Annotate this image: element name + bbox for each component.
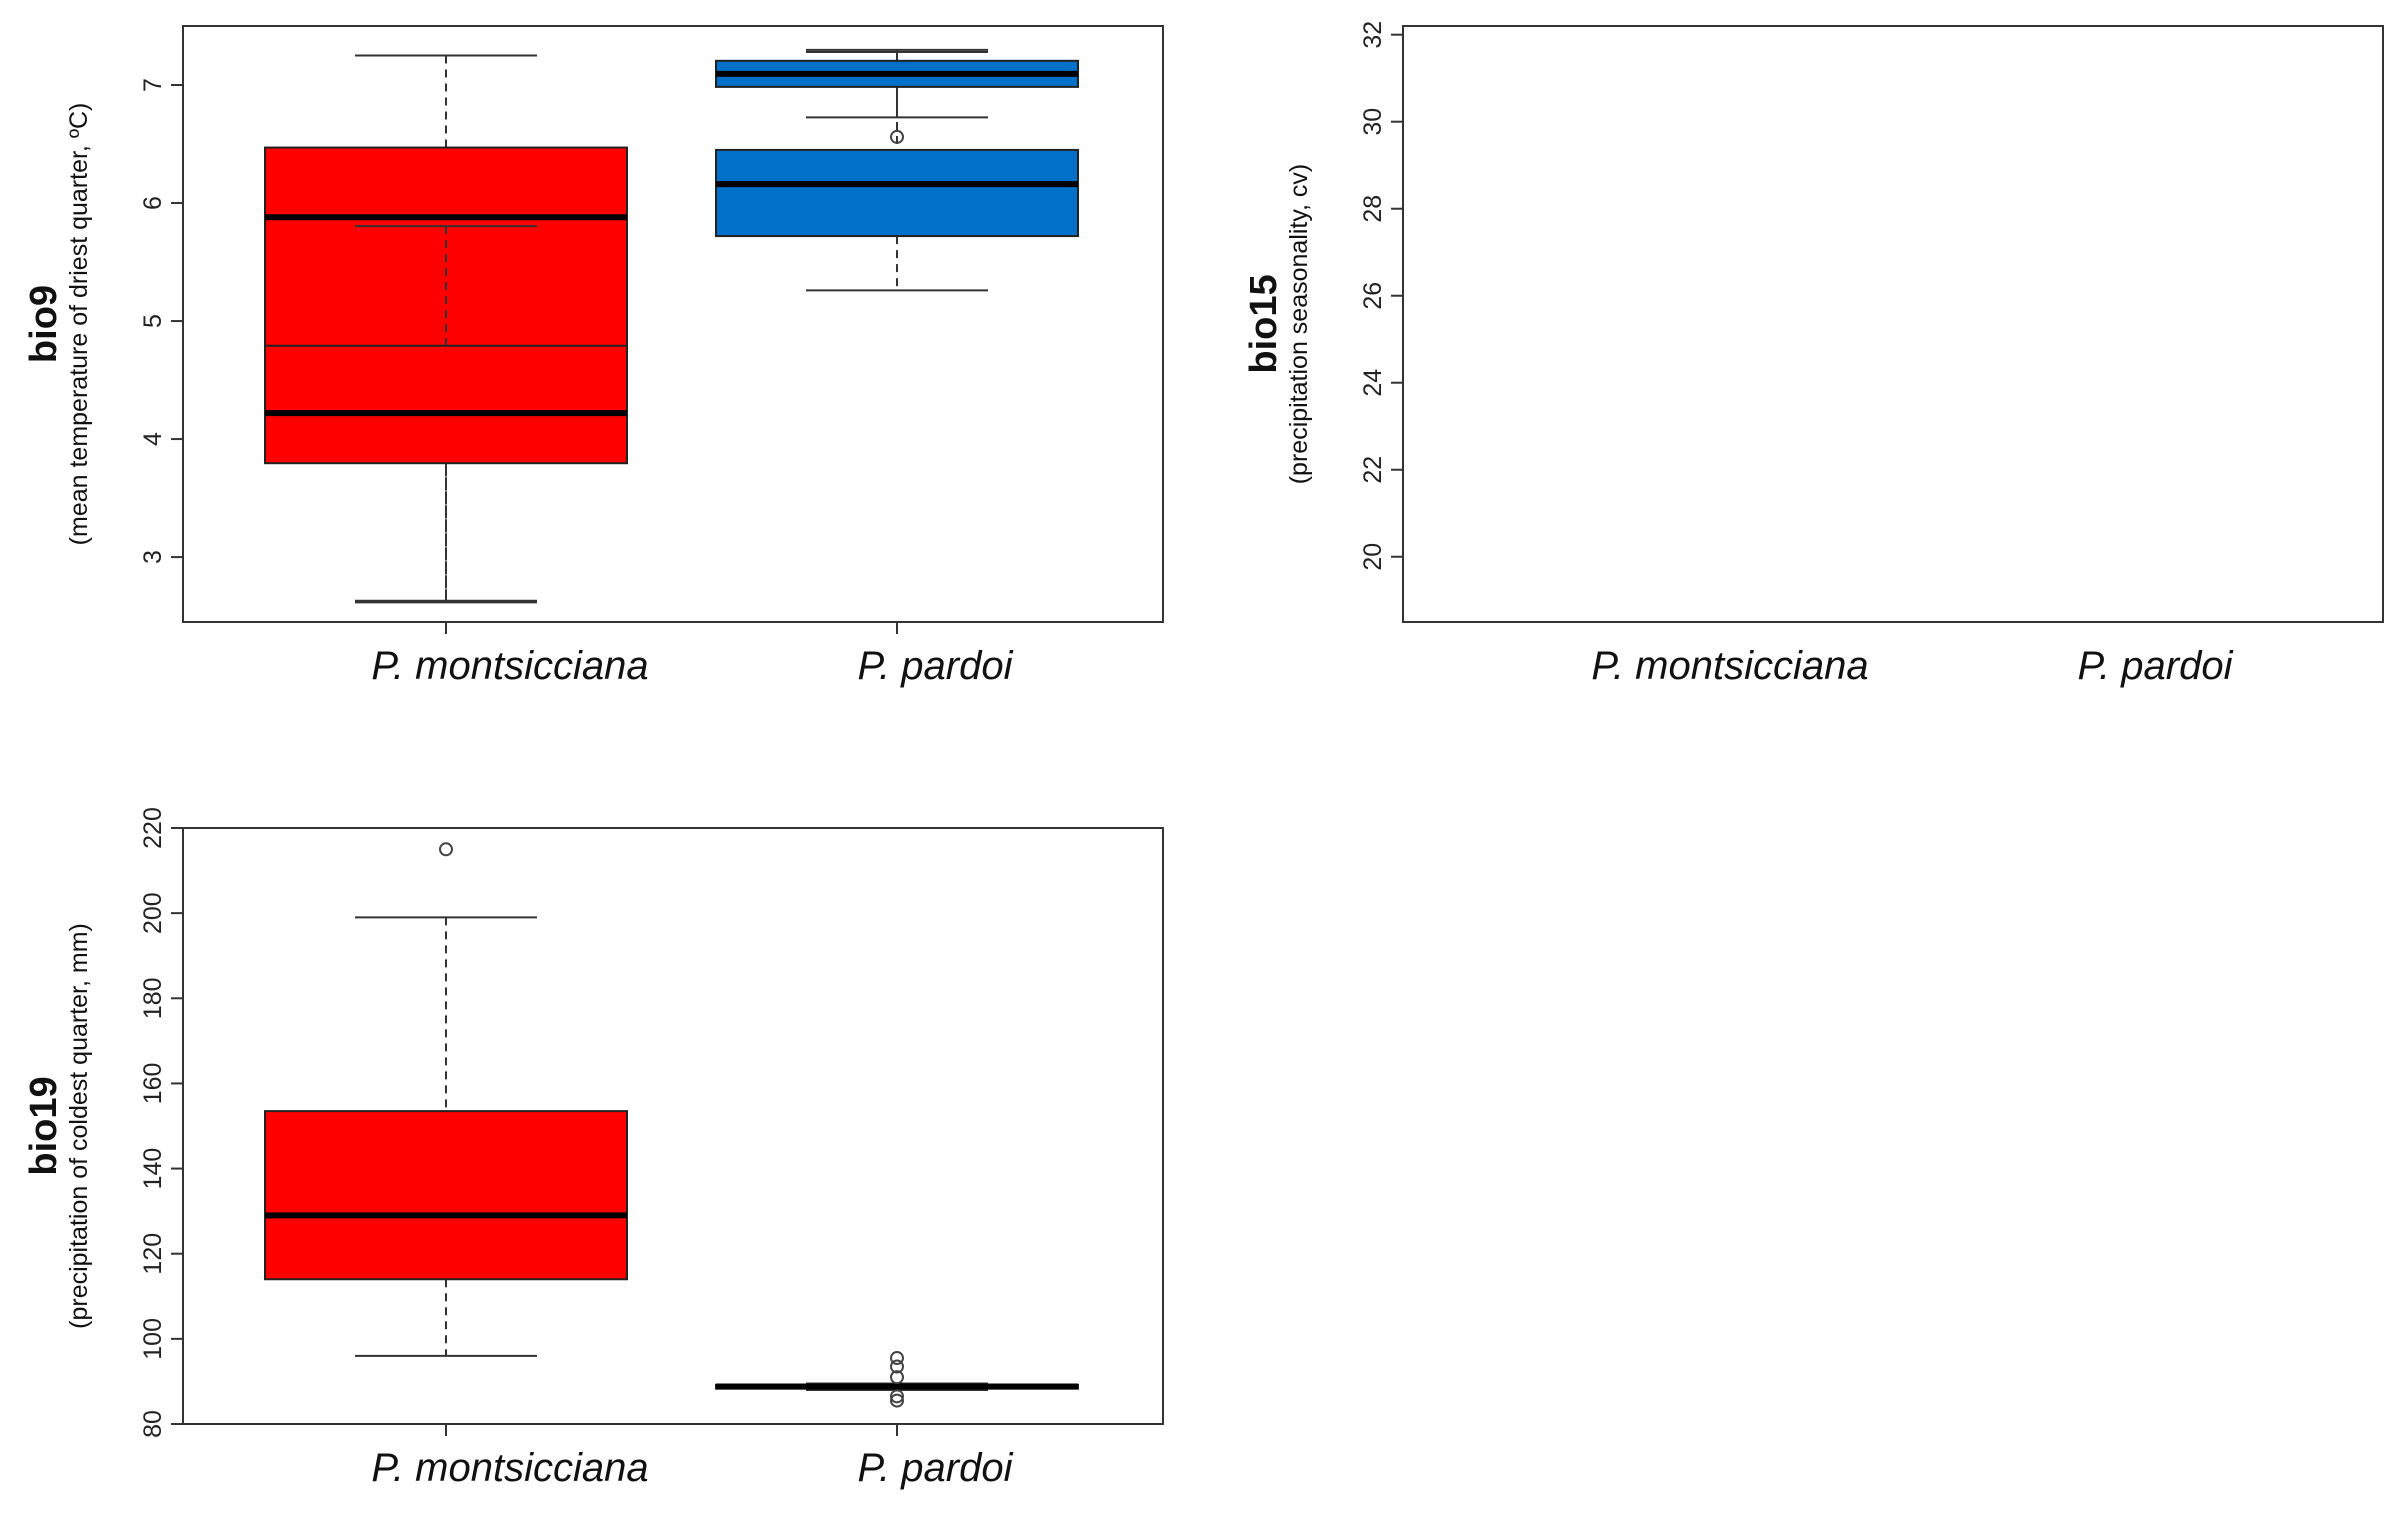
y-tick-label: 7 — [139, 78, 167, 92]
y-axis-subtitle: (precipitation of coldest quarter, mm) — [65, 923, 93, 1329]
y-tick-label: 26 — [1359, 282, 1387, 310]
y-axis-subtitle: (mean temperature of driest quarter, ºC) — [65, 103, 93, 546]
y-tick-label: 24 — [1359, 369, 1387, 397]
box-montsicciana — [264, 842, 628, 1357]
outlier-point — [890, 129, 904, 144]
y-tick-label: 20 — [1359, 543, 1387, 571]
y-tick-label: 30 — [1359, 108, 1387, 136]
plot-frame — [182, 25, 1164, 623]
box-iqr — [264, 1110, 628, 1281]
y-tick-label: 160 — [139, 1063, 167, 1105]
y-tick-label: 200 — [139, 892, 167, 934]
boxplot-panel-bio19: 80 100 120 140 160 180 200 220 P. montsicciana P.… — [23, 807, 1164, 1490]
y-tick-label: 3 — [139, 550, 167, 564]
category-label: P. montsicciana — [1591, 644, 1868, 688]
y-tick-label: 4 — [139, 432, 167, 446]
y-tick-label: 120 — [139, 1233, 167, 1275]
outlier-point — [890, 1389, 904, 1404]
y-tick-label: 5 — [139, 314, 167, 328]
y-axis-title: bio19 — [23, 1076, 65, 1175]
outlier-point — [890, 1359, 904, 1374]
plot-frame — [1402, 25, 2384, 623]
y-axis-title: bio9 — [23, 285, 65, 363]
y-tick-label: 140 — [139, 1148, 167, 1190]
y-tick-label: 100 — [139, 1318, 167, 1360]
category-label: P. montsicciana — [371, 644, 648, 688]
box-montsicciana — [264, 225, 628, 604]
box-iqr — [264, 344, 628, 465]
y-tick-label: 220 — [139, 807, 167, 849]
y-tick-label: 6 — [139, 196, 167, 210]
outlier-point — [890, 1370, 904, 1385]
category-label: P. pardoi — [858, 644, 1014, 688]
outlier-point — [439, 842, 453, 857]
boxplot-panel-bio9: 3 4 5 6 7 P. montsicciana P. pardoi bio9 (mean t… — [23, 25, 1164, 688]
plot-frame — [182, 827, 1164, 1425]
box-pardoi — [715, 1351, 1079, 1408]
box-iqr — [264, 146, 628, 358]
outlier-point — [890, 1393, 904, 1408]
y-tick-label: 32 — [1359, 21, 1387, 49]
y-tick-label: 22 — [1359, 456, 1387, 484]
y-axis-subtitle: (precipitation seasonality, cv) — [1285, 164, 1313, 485]
category-label: P. montsicciana — [371, 1446, 648, 1490]
box-montsicciana — [264, 54, 628, 602]
box-pardoi — [715, 48, 1079, 144]
boxplot-panel-bio15: 20 22 24 26 28 30 32 P. montsicciana P. pardoi bi… — [264, 21, 2384, 688]
y-axis-title: bio15 — [1243, 274, 1285, 373]
category-label: P. pardoi — [2078, 644, 2234, 688]
y-tick-label: 80 — [139, 1410, 167, 1438]
category-label: P. pardoi — [858, 1446, 1014, 1490]
y-tick-label: 28 — [1359, 195, 1387, 223]
box-iqr — [715, 148, 1079, 238]
outlier-point — [890, 1351, 904, 1366]
y-tick-label: 180 — [139, 977, 167, 1019]
